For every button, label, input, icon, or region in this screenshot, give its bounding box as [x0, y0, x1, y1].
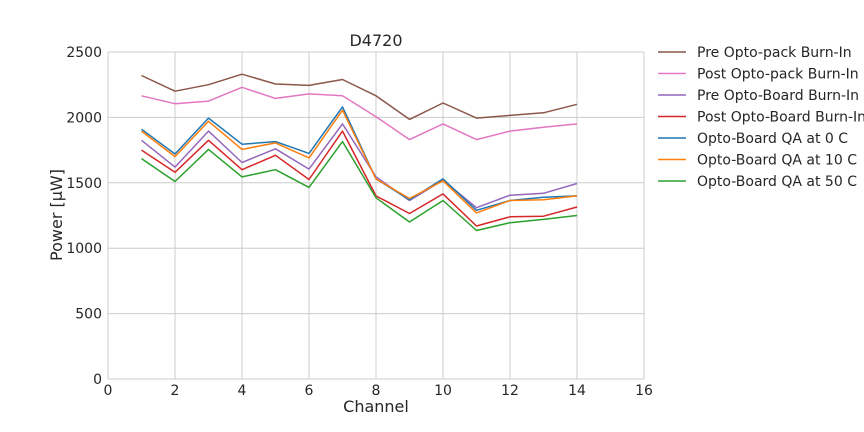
legend-item: Post Opto-pack Burn-In	[658, 67, 859, 83]
x-tick-label: 10	[434, 383, 452, 399]
series-lines	[141, 73, 578, 232]
x-tick-label: 12	[501, 383, 519, 399]
chart-title: D4720	[349, 31, 402, 50]
y-tick-label: 1500	[66, 176, 102, 192]
series-line-2	[141, 86, 578, 141]
legend: Pre Opto-pack Burn-In Post Opto-pack Burn…	[658, 45, 864, 190]
legend-label: Post Opto-pack Burn-In	[697, 67, 859, 83]
series-line-7	[141, 140, 578, 232]
y-tick-labels: 0 500 1000 1500 2000 2500	[66, 45, 102, 388]
x-tick-label: 6	[305, 383, 314, 399]
x-tick-label: 16	[635, 383, 653, 399]
legend-item: Opto-Board QA at 10 C	[658, 153, 857, 169]
legend-item: Pre Opto-pack Burn-In	[658, 45, 852, 61]
series-line-4	[141, 130, 578, 227]
legend-label: Post Opto-Board Burn-In	[697, 110, 864, 126]
y-tick-label: 500	[75, 307, 102, 323]
x-tick-label: 8	[372, 383, 381, 399]
y-axis-label: Power [μW]	[47, 169, 66, 261]
legend-label: Opto-Board QA at 50 C	[697, 174, 857, 190]
legend-label: Pre Opto-pack Burn-In	[697, 45, 852, 61]
series-line-1	[141, 73, 578, 121]
legend-item: Opto-Board QA at 0 C	[658, 131, 848, 147]
y-tick-label: 2500	[66, 45, 102, 61]
legend-item: Post Opto-Board Burn-In	[658, 110, 864, 126]
x-tick-labels: 0 2 4 6 8 10 12 14 16	[104, 383, 653, 399]
legend-item: Pre Opto-Board Burn-In	[658, 88, 859, 104]
series-line-3	[141, 123, 578, 209]
legend-label: Pre Opto-Board Burn-In	[697, 88, 859, 104]
x-axis-label: Channel	[343, 397, 409, 416]
legend-label: Opto-Board QA at 10 C	[697, 153, 857, 169]
x-tick-label: 2	[171, 383, 180, 399]
y-tick-label: 2000	[66, 110, 102, 126]
y-tick-label: 1000	[66, 241, 102, 257]
x-tick-label: 4	[238, 383, 247, 399]
x-tick-label: 0	[104, 383, 113, 399]
y-tick-label: 0	[93, 372, 102, 388]
x-tick-label: 14	[568, 383, 586, 399]
legend-label: Opto-Board QA at 0 C	[697, 131, 848, 147]
series-line-6	[141, 109, 578, 214]
legend-item: Opto-Board QA at 50 C	[658, 174, 857, 190]
